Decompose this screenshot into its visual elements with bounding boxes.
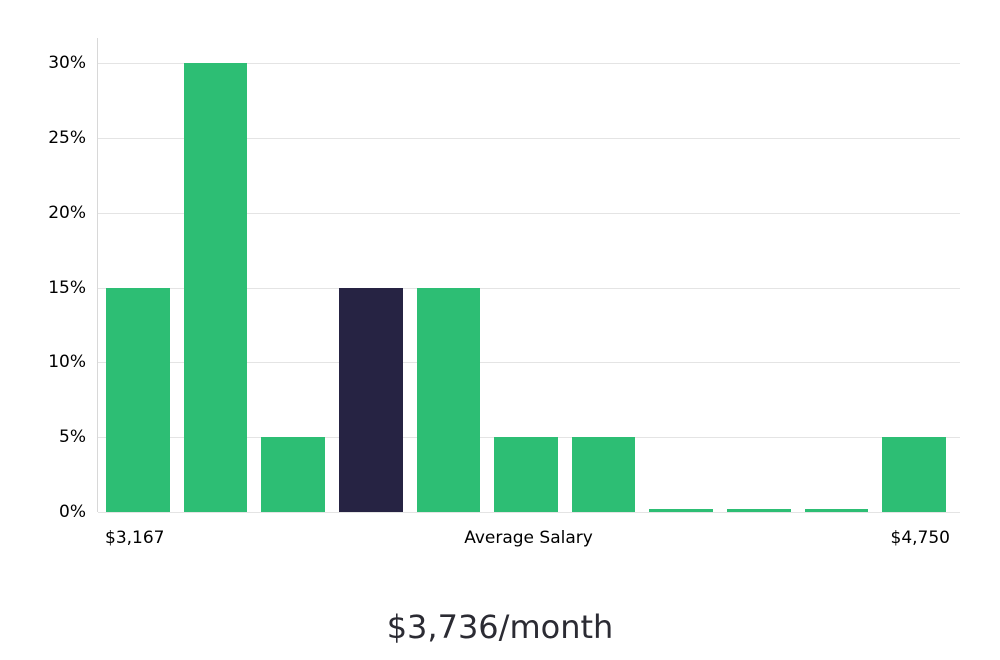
bar <box>416 287 481 512</box>
bar <box>882 437 947 512</box>
gridline <box>98 212 960 214</box>
y-tick-label: 5% <box>59 427 86 448</box>
y-tick-label: 10% <box>48 352 86 373</box>
bar <box>727 509 791 512</box>
x-label-min-salary: $3,167 <box>105 528 165 548</box>
y-tick-label: 25% <box>48 128 86 149</box>
y-tick-label: 0% <box>59 502 86 522</box>
bar <box>494 437 558 512</box>
bar <box>183 63 248 512</box>
bar <box>804 509 869 512</box>
gridline <box>98 63 960 65</box>
gridline <box>98 512 960 513</box>
bar <box>261 437 325 512</box>
bar-highlighted-average <box>338 287 403 512</box>
bar <box>106 287 170 512</box>
bar <box>571 437 636 512</box>
gridline <box>98 287 960 289</box>
gridline <box>98 362 960 364</box>
plot-area <box>97 38 960 513</box>
histogram-bars <box>106 38 947 512</box>
average-salary-value: $3,736/month <box>386 608 614 646</box>
y-tick-label: 20% <box>48 202 86 223</box>
y-tick-label: 15% <box>48 277 86 298</box>
y-tick-label: 30% <box>48 53 86 74</box>
gridline <box>98 138 960 140</box>
bar <box>649 509 714 512</box>
x-label-average-salary: Average Salary <box>464 528 593 548</box>
x-axis-labels: $3,167 Average Salary $4,750 <box>97 528 960 552</box>
x-label-max-salary: $4,750 <box>890 528 950 548</box>
